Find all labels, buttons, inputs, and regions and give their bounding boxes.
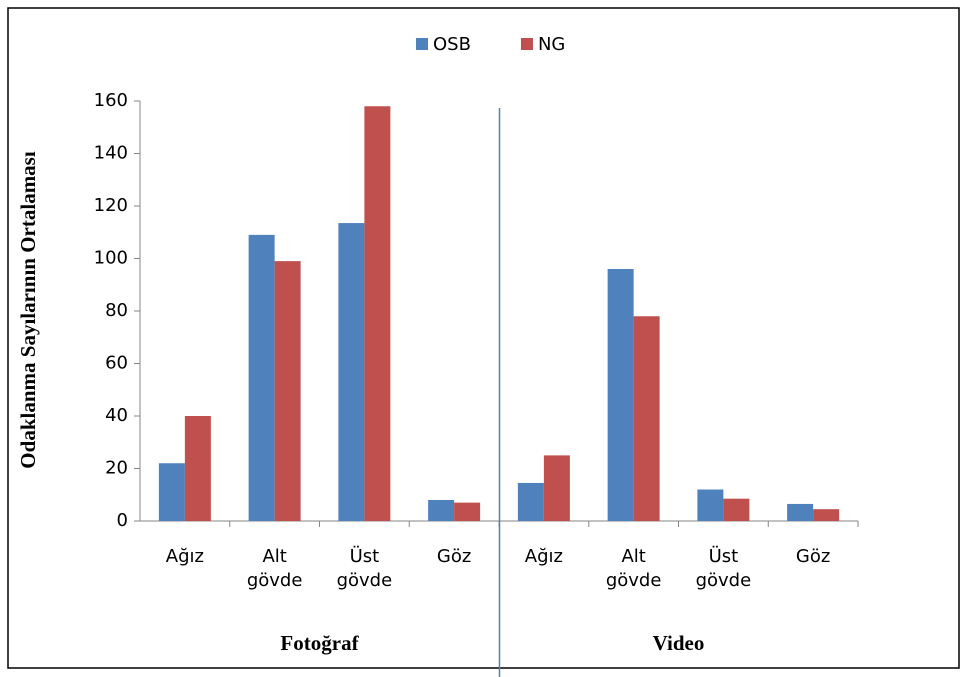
x-tick-label: Üst gövde [337,545,393,591]
bar [158,463,185,521]
bar [697,489,724,521]
y-tick-label: 80 [105,300,128,321]
x-tick-label: Alt gövde [247,546,303,591]
y-axis-label: Odaklanma Sayılarının Ortalaması [16,151,40,469]
bar [633,316,660,521]
bar [543,455,570,521]
x-tick-label: Ağız [525,546,563,567]
bar [184,416,211,521]
bar [813,509,840,521]
x-tick-label: Ağız [166,546,204,567]
chart-border [7,7,960,669]
bar [248,234,275,521]
bar [274,261,301,521]
bar [607,269,634,521]
y-tick-label: 140 [94,143,128,164]
legend-swatch [416,38,428,50]
y-tick-label: 20 [105,458,128,479]
y-tick-label: 60 [105,353,128,374]
x-tick-label: Göz [796,546,830,567]
group-label: Video [653,631,705,655]
bar [517,482,544,521]
group-label: Fotoğraf [280,631,359,655]
bar [787,503,814,521]
y-tick-label: 160 [94,90,128,111]
y-tick-label: 0 [117,510,128,531]
y-tick-label: 40 [105,405,128,426]
x-tick-label: Göz [437,546,471,567]
legend-swatch [520,38,533,50]
legend-label: OSB [433,34,471,55]
y-tick-label: 100 [94,248,128,269]
bar [723,498,750,521]
y-tick-label: 120 [94,195,128,216]
bar [428,500,455,521]
x-tick-label: Üst gövde [696,545,752,591]
x-tick-label: Alt gövde [606,546,662,591]
bar [338,223,365,521]
bar [364,106,391,521]
legend-label: NG [538,34,565,55]
bar [454,502,481,521]
